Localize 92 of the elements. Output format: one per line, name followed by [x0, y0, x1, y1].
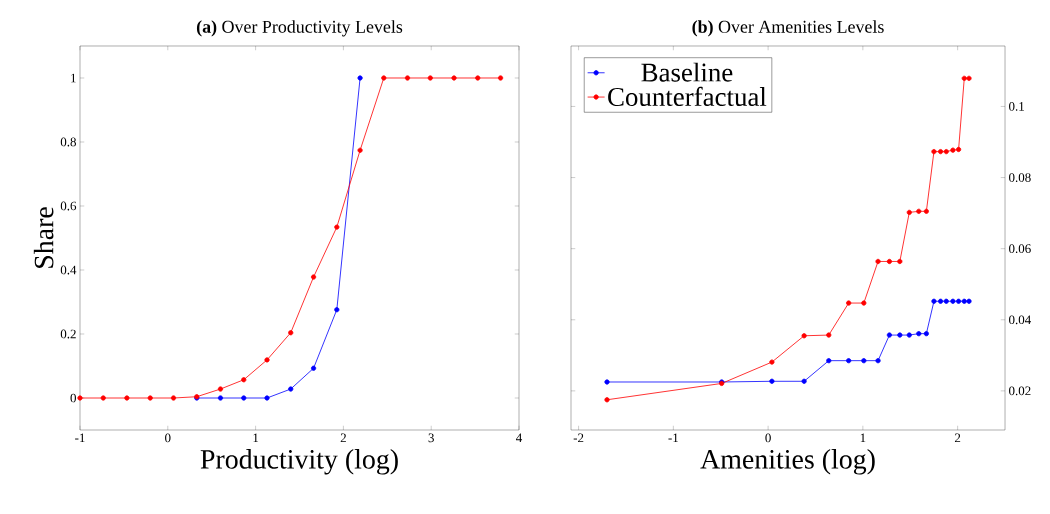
x-tick-label: 0 [765, 433, 771, 443]
point [950, 147, 956, 153]
point [961, 298, 967, 304]
point [886, 332, 892, 338]
y-tick-label: 0.08 [1009, 173, 1031, 182]
y-tick-label: 0.4 [60, 265, 77, 275]
point [937, 149, 944, 155]
point [264, 395, 270, 401]
point [217, 395, 224, 401]
y-tick-label: 0 [70, 393, 76, 403]
point [886, 258, 892, 265]
point [264, 357, 270, 363]
legend-label: Counterfactual [608, 86, 767, 107]
point [943, 298, 949, 304]
y-axis-title: Share [33, 207, 54, 268]
point [404, 75, 411, 81]
point [937, 298, 944, 304]
y-tick-label: 0.2 [60, 329, 76, 339]
point [217, 386, 224, 392]
y-tick-label: 0.8 [60, 137, 76, 147]
point [604, 397, 610, 403]
point [955, 298, 962, 304]
x-tick-label: 3 [428, 433, 434, 443]
y-tick-label: 1 [71, 73, 76, 83]
point [497, 75, 504, 81]
point [288, 386, 294, 392]
point [604, 379, 610, 385]
chart-title: (a) Over Productivity Levels [196, 20, 403, 37]
x-axis-title: Amenities (log) [700, 449, 875, 475]
x-tick-label: 1 [253, 433, 259, 443]
point [769, 378, 775, 384]
point [357, 147, 363, 153]
x-axis-title: Productivity (log) [200, 449, 398, 475]
point [846, 300, 852, 306]
point [170, 395, 177, 401]
point [124, 395, 130, 401]
point [241, 377, 247, 383]
x-tick-label: -2 [573, 433, 584, 443]
y-tick-label: 0.1 [1009, 102, 1024, 111]
point [310, 274, 317, 280]
point [801, 333, 807, 339]
point [334, 307, 340, 313]
x-tick-label: 2 [340, 433, 346, 443]
point [916, 331, 922, 337]
chart-title: (b) Over Amenities Levels [692, 20, 884, 37]
point [966, 298, 972, 304]
y-tick-label: 0.04 [1009, 315, 1032, 325]
point [923, 208, 929, 214]
point [427, 75, 433, 81]
point [923, 331, 929, 337]
point [861, 358, 867, 364]
point [846, 358, 852, 364]
point [451, 75, 457, 81]
point [875, 258, 881, 265]
point [897, 258, 903, 265]
point [875, 358, 881, 364]
point [826, 358, 832, 364]
point [943, 149, 949, 155]
x-tick-label: 1 [860, 433, 866, 443]
point [906, 209, 912, 215]
point [147, 395, 153, 401]
point [931, 298, 937, 304]
x-tick-label: 0 [165, 433, 171, 443]
point [950, 298, 956, 304]
point [475, 75, 481, 81]
y-tick-label: 0.6 [60, 201, 77, 211]
point [826, 332, 832, 338]
point [241, 395, 247, 401]
point [310, 365, 317, 371]
point [955, 146, 962, 153]
point [931, 149, 937, 155]
point [906, 332, 912, 338]
point [100, 395, 106, 401]
point [288, 330, 294, 336]
x-tick-label: 2 [954, 433, 961, 443]
x-tick-label: -1 [668, 433, 678, 443]
point [381, 75, 387, 81]
legend-label: Baseline [641, 62, 733, 82]
point [861, 300, 867, 306]
point [334, 224, 340, 230]
point [961, 75, 967, 81]
point [77, 395, 83, 401]
x-tick-label: -1 [75, 433, 85, 443]
point [769, 359, 775, 365]
point [966, 75, 972, 81]
y-tick-label: 0.06 [1009, 244, 1031, 254]
point [801, 378, 807, 384]
point [897, 332, 903, 338]
point [357, 75, 363, 81]
x-tick-label: 4 [516, 433, 523, 443]
point [916, 208, 922, 214]
y-tick-label: 0.02 [1009, 386, 1031, 396]
